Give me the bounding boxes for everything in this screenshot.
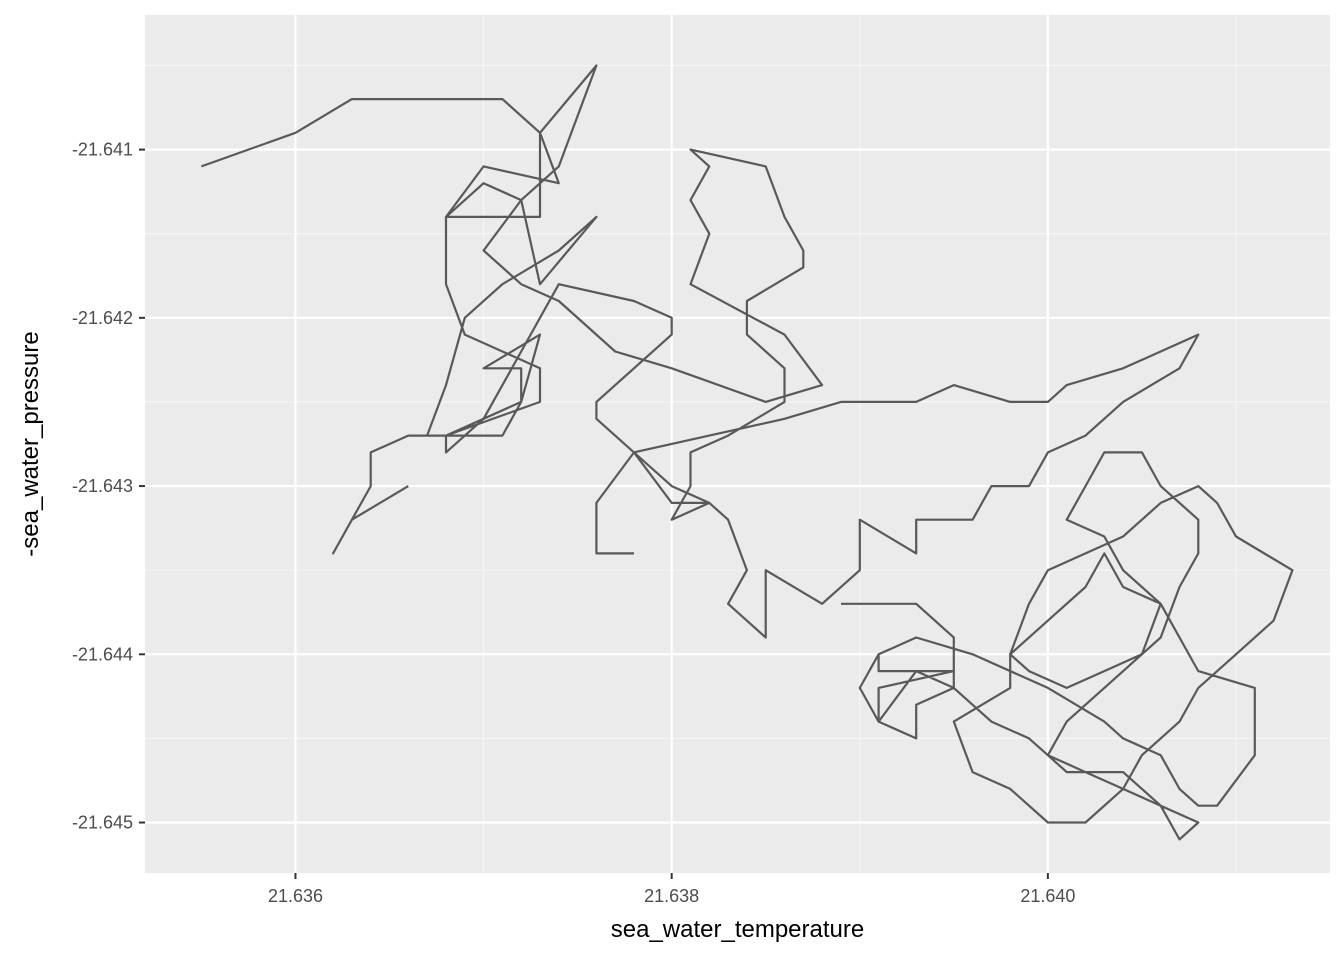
data-paths bbox=[201, 64, 1294, 841]
major-gridlines bbox=[145, 15, 1330, 873]
data-path-2 bbox=[595, 333, 1200, 639]
y-axis-title: -sea_water_pressure bbox=[17, 331, 44, 556]
y-tick-label: -21.645 bbox=[72, 813, 133, 833]
x-axis: 21.636 21.638 21.640 bbox=[268, 873, 1075, 906]
y-tick-label: -21.643 bbox=[72, 476, 133, 496]
y-tick-label: -21.644 bbox=[72, 644, 133, 664]
x-tick-label: 21.638 bbox=[644, 886, 699, 906]
data-path-3 bbox=[841, 451, 1294, 841]
y-tick-label: -21.641 bbox=[72, 140, 133, 160]
minor-gridlines bbox=[145, 15, 1330, 873]
plot-panel bbox=[145, 15, 1330, 873]
y-axis: -21.641 -21.642 -21.643 -21.644 -21.645 bbox=[72, 140, 145, 833]
x-tick-label: 21.640 bbox=[1020, 886, 1075, 906]
data-path-1 bbox=[201, 64, 824, 555]
y-tick-label: -21.642 bbox=[72, 308, 133, 328]
x-axis-title: sea_water_temperature bbox=[611, 916, 864, 943]
x-tick-label: 21.636 bbox=[268, 886, 323, 906]
